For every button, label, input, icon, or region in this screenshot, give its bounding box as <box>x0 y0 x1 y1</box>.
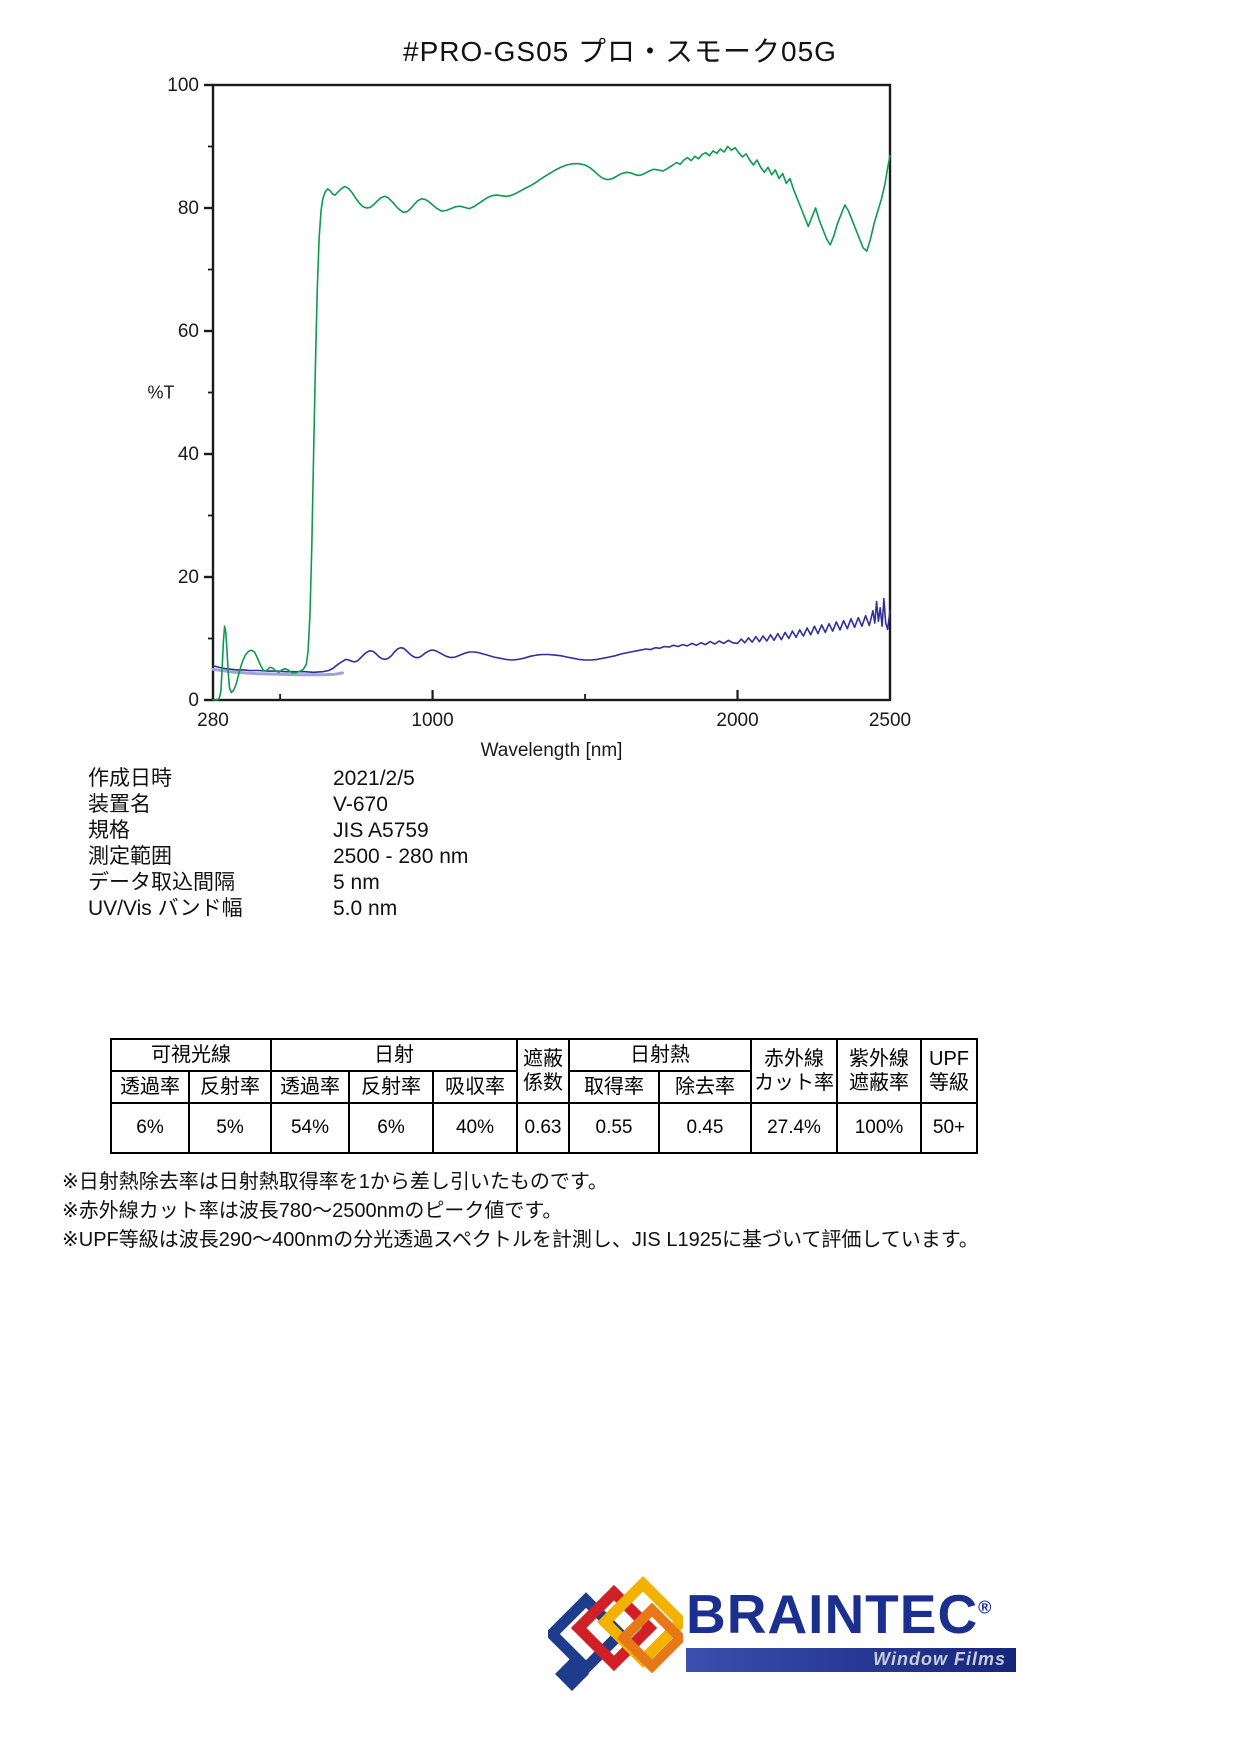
page-title: #PRO-GS05 プロ・スモーク05G <box>403 36 837 67</box>
meta-row: データ取込間隔 5 nm <box>88 870 468 896</box>
svg-text:0: 0 <box>188 690 199 711</box>
col-ir-cut-rate: 赤外線 カット率 <box>750 1038 839 1104</box>
sub-reflectance: 反射率 <box>188 1070 272 1104</box>
group-solar: 日射 <box>269 1038 519 1072</box>
svg-text:40: 40 <box>178 444 199 465</box>
sub-gain-rate: 取得率 <box>568 1070 661 1104</box>
meta-label: UV/Vis バンド幅 <box>88 897 243 920</box>
spectral-chart: 0 20 40 60 80 100 280 1000 2000 2500 Wavelength [n… <box>130 72 950 782</box>
footnote: ※赤外線カット率は波長780～2500nmのピーク値です。 <box>62 1200 563 1222</box>
value-cell: 0.63 <box>516 1102 571 1154</box>
meta-row: 作成日時 2021/2/5 <box>88 766 468 792</box>
sub-removal-rate: 除去率 <box>658 1070 753 1104</box>
svg-text:2500: 2500 <box>869 710 911 731</box>
braintec-logo: BRAINTEC® Window Films <box>548 1572 1038 1702</box>
logo-text: BRAINTEC® Window Films <box>686 1582 1026 1672</box>
results-table: 可視光線 日射 遮蔽 係数 日射熱 赤外線 カット率 紫外線 遮蔽率 UPF 等級 透過… <box>110 1038 979 1154</box>
value-cell: 54% <box>270 1102 350 1154</box>
meta-value: 5 nm <box>333 871 380 894</box>
meta-value: 5.0 nm <box>333 897 398 920</box>
meta-value: 2500 - 280 nm <box>333 845 469 868</box>
brand-bar: Window Films <box>686 1648 1016 1672</box>
value-cell: 40% <box>431 1102 519 1154</box>
value-cell: 100% <box>836 1102 923 1154</box>
sub-reflectance: 反射率 <box>348 1070 434 1104</box>
meta-label: 装置名 <box>88 793 151 816</box>
group-visible-light: 可視光線 <box>110 1038 272 1072</box>
col-uv-shielding-rate: 紫外線 遮蔽率 <box>836 1038 923 1104</box>
registered-mark: ® <box>978 1597 993 1618</box>
svg-text:80: 80 <box>178 198 199 219</box>
meta-row: 測定範囲 2500 - 280 nm <box>88 844 468 870</box>
footnote: ※日射熱除去率は日射熱取得率を1から差し引いたものです。 <box>62 1171 608 1193</box>
meta-label: データ取込間隔 <box>88 871 235 894</box>
value-cell: 6% <box>110 1102 190 1154</box>
sub-transmittance: 透過率 <box>110 1070 190 1104</box>
spectral-chart-svg: 0 20 40 60 80 100 280 1000 2000 2500 Wavelength [n… <box>148 75 912 761</box>
col-upf-rating: UPF 等級 <box>920 1038 979 1104</box>
svg-text:2000: 2000 <box>716 710 758 731</box>
svg-text:%T: %T <box>148 383 175 403</box>
svg-text:1000: 1000 <box>411 710 453 731</box>
brand-name: BRAINTEC® <box>686 1583 993 1645</box>
meta-value: JIS A5759 <box>333 819 429 842</box>
sub-absorptance: 吸収率 <box>431 1070 519 1104</box>
meta-value: V-670 <box>333 793 388 816</box>
sub-transmittance: 透過率 <box>270 1070 350 1104</box>
svg-text:60: 60 <box>178 321 199 342</box>
value-cell: 0.55 <box>568 1102 661 1154</box>
value-cell: 27.4% <box>750 1102 839 1154</box>
footnote: ※UPF等級は波長290～400nmの分光透過スペクトルを計測し、JIS L19… <box>62 1229 979 1251</box>
logo-diamonds-icon <box>548 1576 683 1691</box>
meta-label: 規格 <box>88 819 130 842</box>
value-cell: 6% <box>348 1102 434 1154</box>
meta-label: 測定範囲 <box>88 845 172 868</box>
footnotes: ※日射熱除去率は日射熱取得率を1から差し引いたものです。 ※赤外線カット率は波長… <box>62 1168 979 1255</box>
brand-tagline: Window Films <box>873 1649 1006 1669</box>
meta-value: 2021/2/5 <box>333 767 415 790</box>
svg-text:100: 100 <box>167 75 199 96</box>
group-solar-heat: 日射熱 <box>568 1038 753 1072</box>
meta-row: UV/Vis バンド幅 5.0 nm <box>88 896 468 922</box>
col-shading-coefficient: 遮蔽 係数 <box>516 1038 571 1104</box>
meta-row: 規格 JIS A5759 <box>88 818 468 844</box>
meta-label: 作成日時 <box>88 767 172 790</box>
value-cell: 0.45 <box>658 1102 753 1154</box>
value-cell: 50+ <box>920 1102 979 1154</box>
value-cell: 5% <box>188 1102 272 1154</box>
svg-text:20: 20 <box>178 567 199 588</box>
svg-text:Wavelength [nm]: Wavelength [nm] <box>481 740 623 761</box>
measurement-metadata: 作成日時 2021/2/5 装置名 V-670 規格 JIS A5759 測定範囲 25… <box>88 766 468 922</box>
meta-row: 装置名 V-670 <box>88 792 468 818</box>
svg-text:280: 280 <box>197 710 229 731</box>
